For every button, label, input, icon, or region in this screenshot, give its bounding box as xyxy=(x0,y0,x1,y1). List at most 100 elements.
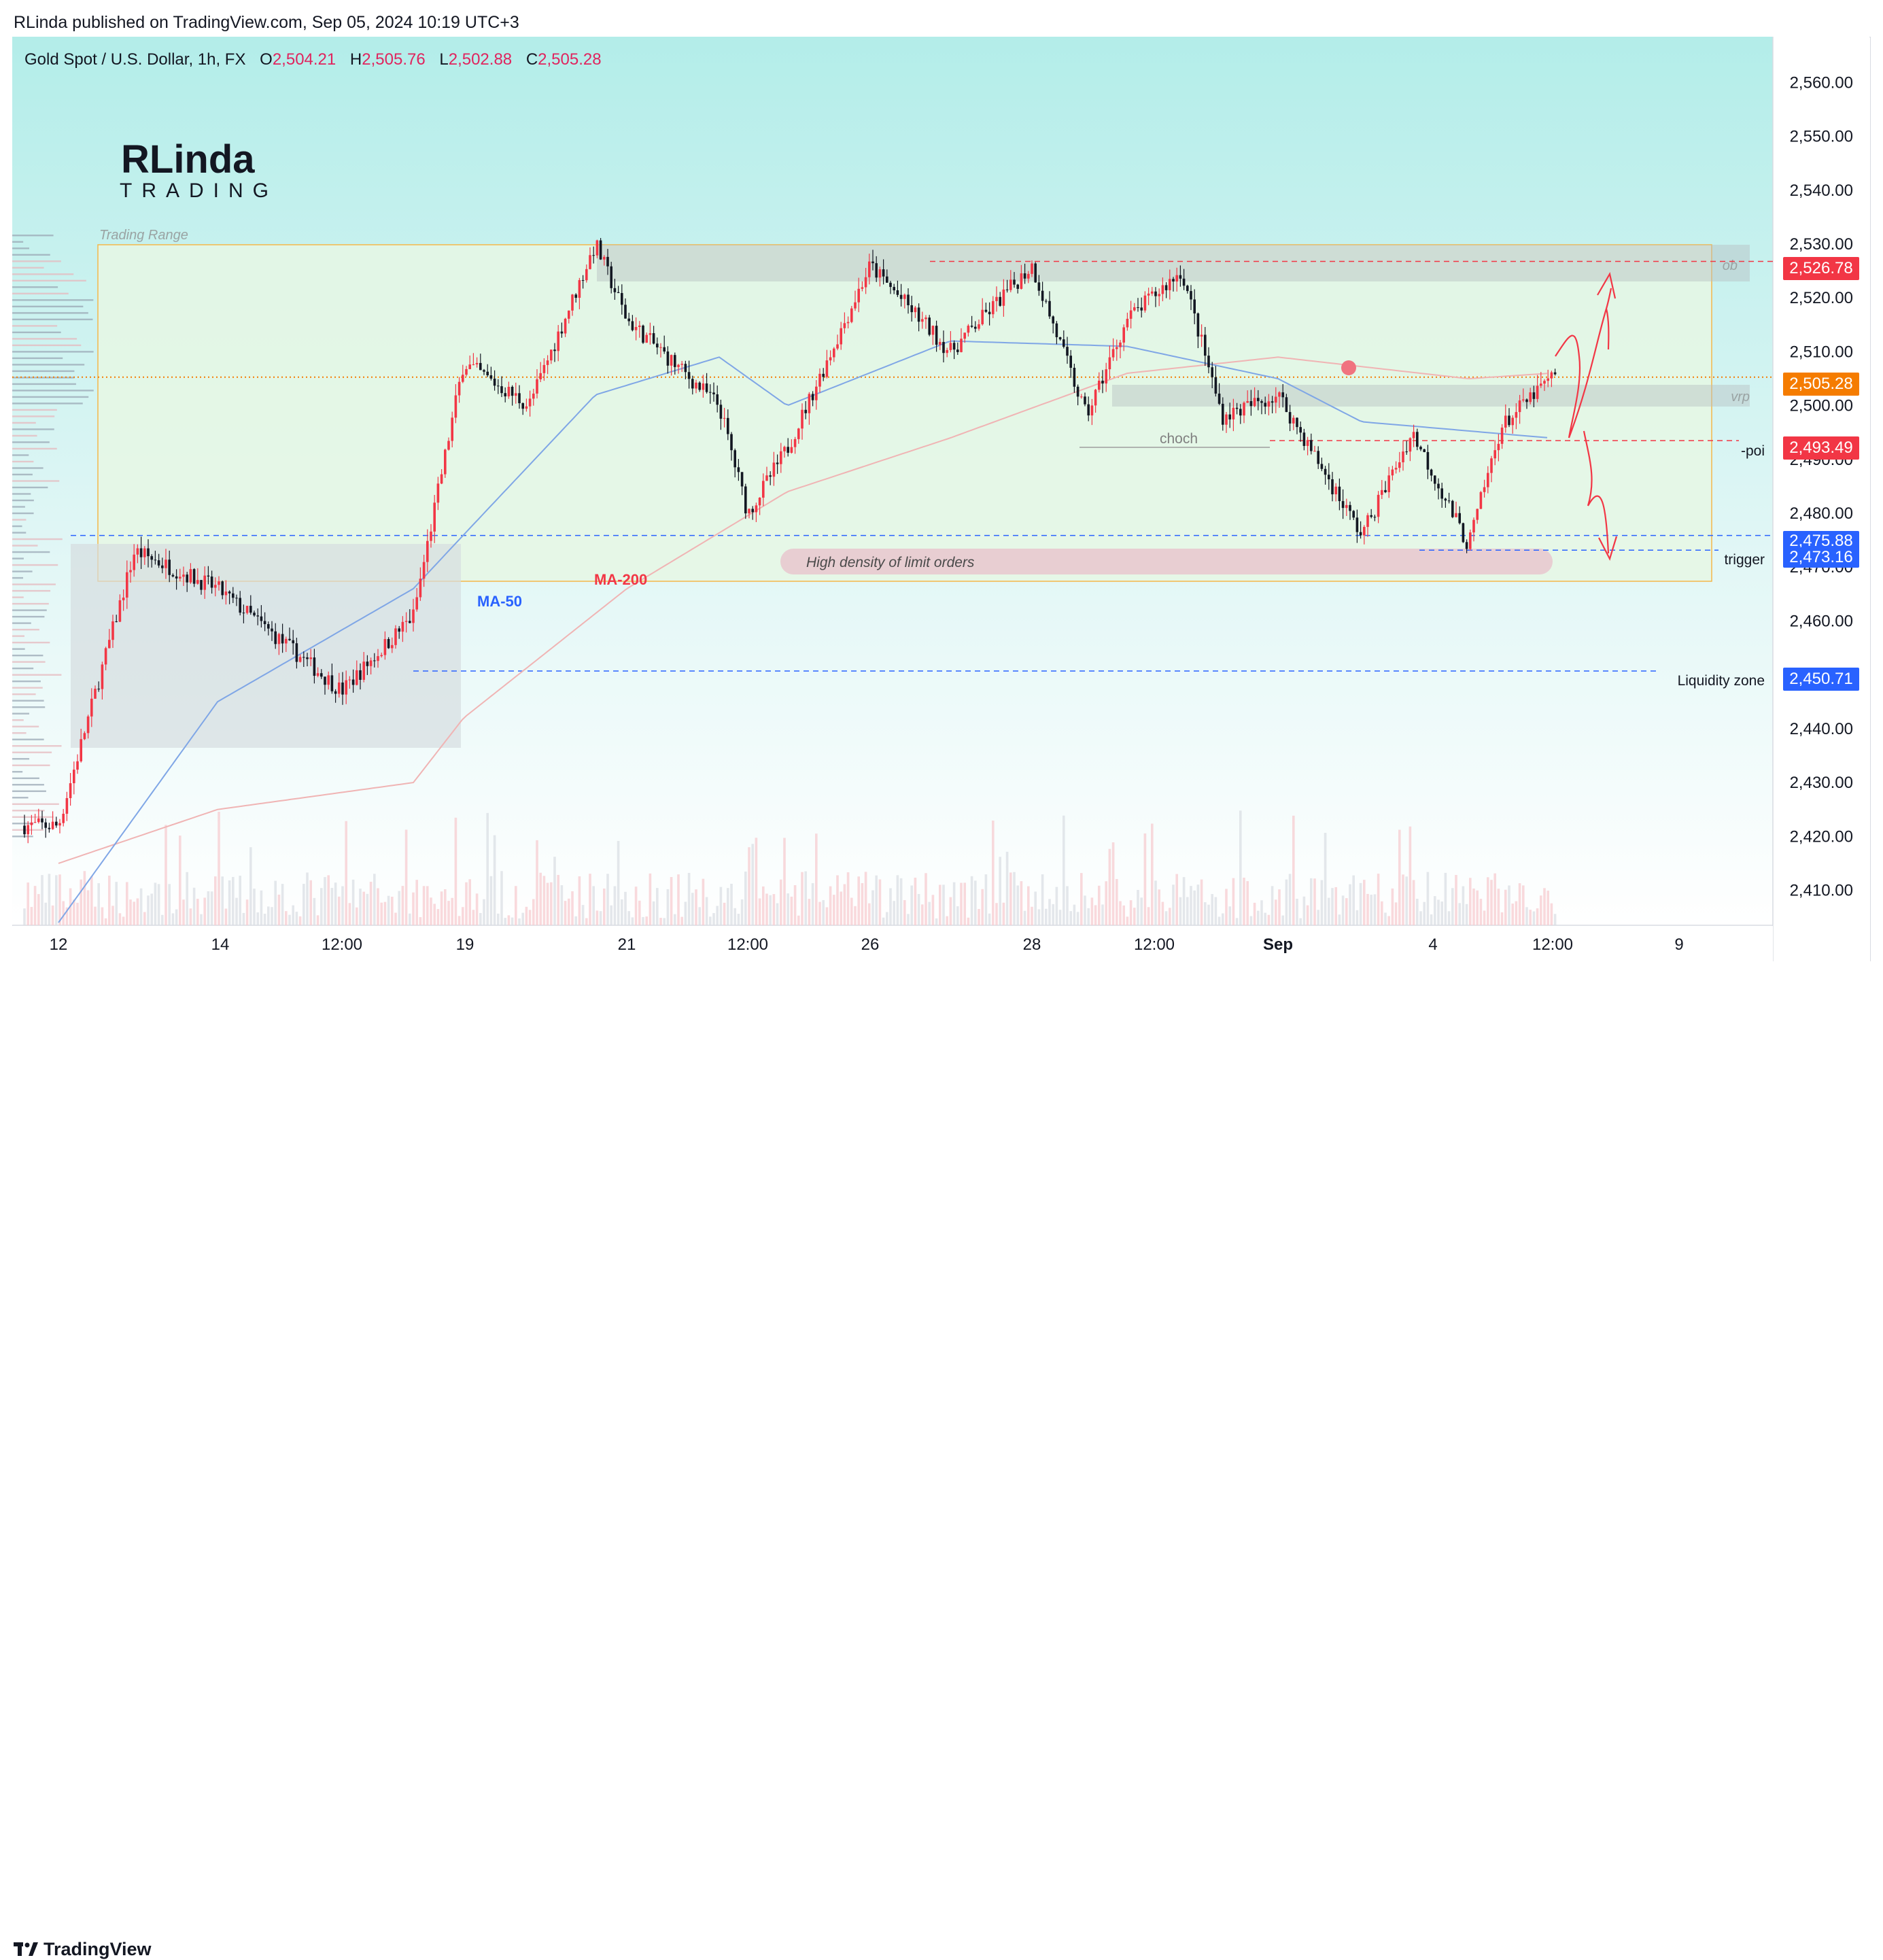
volume-bar xyxy=(147,895,150,925)
candle-body xyxy=(1235,407,1239,409)
volume-bar xyxy=(878,879,882,925)
volume-bar xyxy=(574,916,577,925)
time-tick-label: 9 xyxy=(1674,935,1683,954)
volume-bar xyxy=(999,857,1001,925)
candle-body xyxy=(359,670,362,680)
candle-body xyxy=(1536,385,1539,399)
volume-profile-bar xyxy=(12,434,37,437)
volume-bar xyxy=(369,881,373,925)
candle-body xyxy=(412,609,415,623)
liquidity-zone-label: Liquidity zone xyxy=(1677,673,1765,689)
volume-profile-bar xyxy=(12,519,27,521)
tradingview-logo[interactable]: TradingView xyxy=(14,1939,152,1960)
candle-body xyxy=(334,691,337,694)
candle-body xyxy=(928,317,931,335)
volume-bar xyxy=(1137,890,1139,925)
volume-bar xyxy=(1204,902,1207,925)
volume-bar xyxy=(1540,895,1542,925)
volume-bar xyxy=(203,897,206,925)
price-axis-panel[interactable] xyxy=(1773,37,1869,961)
candle-body xyxy=(221,581,224,596)
candle-body xyxy=(277,634,281,644)
candle-body xyxy=(493,378,496,386)
volume-bar xyxy=(30,907,33,925)
volume-profile-bar xyxy=(12,667,34,670)
candle-body xyxy=(1264,402,1266,407)
candle-body xyxy=(992,300,995,315)
price-chart[interactable]: Trading Range ob vrp High density of lim… xyxy=(12,37,1869,961)
volume-bar xyxy=(1275,899,1277,925)
candle-body xyxy=(963,332,966,339)
volume-bar xyxy=(1041,874,1044,925)
candle-body xyxy=(33,822,37,823)
candle-body xyxy=(373,660,376,661)
candle-body xyxy=(783,447,786,451)
candle-body xyxy=(1553,372,1557,375)
volume-bar xyxy=(899,878,903,925)
time-tick-label: 26 xyxy=(861,935,880,954)
candle-body xyxy=(1405,451,1408,453)
candle-body xyxy=(610,266,612,288)
candle-body xyxy=(271,628,273,632)
volume-bar xyxy=(638,900,641,925)
volume-bar xyxy=(617,840,620,925)
volume-bar xyxy=(210,891,213,925)
volume-profile-bar xyxy=(12,570,33,572)
candle-body xyxy=(1455,513,1457,517)
candle-body xyxy=(695,382,697,389)
volume-bar xyxy=(90,876,93,925)
candle-body xyxy=(861,287,864,289)
candle-body xyxy=(295,643,298,662)
candle-body xyxy=(550,349,553,361)
volume-bar xyxy=(836,875,839,925)
volume-bar xyxy=(1349,884,1351,925)
volume-bar xyxy=(762,886,765,925)
candle-body xyxy=(769,475,772,477)
candle-body xyxy=(727,417,729,434)
volume-bar xyxy=(1373,894,1377,925)
volume-bar xyxy=(267,906,270,925)
candle-body xyxy=(391,644,394,649)
candle-body xyxy=(546,360,549,365)
volume-bar xyxy=(1063,815,1065,925)
volume-bar xyxy=(1228,906,1231,925)
volume-bar xyxy=(680,916,683,925)
candle-body xyxy=(1239,409,1242,416)
volume-bar xyxy=(677,874,680,925)
volume-bar xyxy=(1027,886,1030,925)
volume-bar xyxy=(391,896,394,925)
volume-bar xyxy=(44,902,47,925)
volume-bar xyxy=(1214,897,1217,925)
volume-profile-bar xyxy=(12,305,84,308)
candle-body xyxy=(1532,392,1536,399)
volume-bar xyxy=(946,916,948,925)
volume-bar xyxy=(903,900,906,925)
candle-body xyxy=(1345,504,1348,509)
volume-bar xyxy=(578,876,581,925)
volume-bar xyxy=(1310,878,1313,925)
candle-body xyxy=(1426,451,1430,470)
volume-profile-bar xyxy=(12,790,46,792)
volume-bar xyxy=(111,906,114,925)
volume-bar xyxy=(712,913,715,925)
candle-body xyxy=(161,565,164,568)
volume-bar xyxy=(1515,901,1518,925)
candle-body xyxy=(327,675,330,685)
candle-body xyxy=(765,475,768,481)
volume-profile-bar xyxy=(12,267,44,269)
volume-bar xyxy=(33,886,37,925)
volume-bar xyxy=(1532,911,1536,925)
volume-bar xyxy=(931,895,935,925)
open-value: 2,504.21 xyxy=(272,50,336,69)
candle-body xyxy=(111,621,114,640)
volume-bar xyxy=(281,884,284,925)
candle-body xyxy=(1116,347,1118,349)
volume-bar xyxy=(398,891,400,925)
time-axis-panel[interactable] xyxy=(12,926,1773,961)
volume-bar xyxy=(727,888,729,925)
candle-body xyxy=(511,386,514,396)
candle-body xyxy=(536,379,538,394)
candle-body xyxy=(914,307,917,313)
volume-profile-bar xyxy=(12,254,50,256)
candle-body xyxy=(833,348,835,358)
